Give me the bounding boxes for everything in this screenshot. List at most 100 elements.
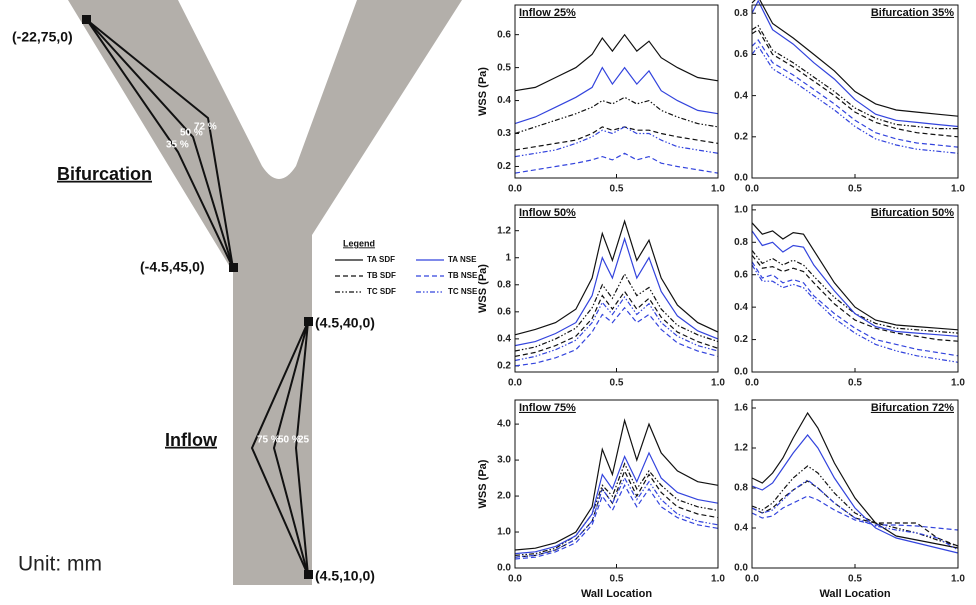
plot-frame bbox=[514, 204, 719, 373]
y-tick-label: 0.2 bbox=[734, 131, 748, 142]
series-line bbox=[751, 411, 959, 549]
point-label: (4.5,10,0) bbox=[315, 568, 375, 584]
x-tick-label: 0.5 bbox=[848, 378, 862, 389]
legend-label: TA NSE bbox=[448, 255, 477, 264]
bifurcation-lines bbox=[86, 19, 234, 269]
y-tick-label: 0.0 bbox=[497, 563, 511, 574]
series-line bbox=[751, 261, 959, 357]
series-line bbox=[751, 480, 959, 547]
chart-panel: 0.0 1.0 2.0 3.0 4.0 0.0 0.5 1.0 Inflow 75% WSS (P… bbox=[477, 399, 725, 600]
inflow-label: Inflow bbox=[165, 430, 218, 450]
x-tick-label: 0.5 bbox=[610, 184, 624, 195]
y-axis-label: WSS (Pa) bbox=[477, 459, 489, 508]
series-line bbox=[514, 96, 719, 135]
x-tick-label: 0.0 bbox=[508, 378, 522, 389]
x-tick-label: 0.0 bbox=[745, 574, 759, 585]
y-tick-label: 1.2 bbox=[734, 443, 748, 454]
legend-label: TB SDF bbox=[367, 271, 396, 280]
y-tick-label: 0.5 bbox=[497, 62, 511, 73]
y-tick-label: 1.6 bbox=[734, 403, 748, 414]
y-tick-label: 0.6 bbox=[734, 49, 748, 60]
point-label: (-4.5,45,0) bbox=[140, 259, 205, 275]
vessel-diagram: (-22,75,0) (-4.5,45,0) (4.5,40,0) (4.5,1… bbox=[12, 0, 462, 585]
series-line bbox=[751, 434, 959, 554]
series-line bbox=[751, 28, 959, 138]
x-tick-label: 1.0 bbox=[711, 184, 725, 195]
x-tick-label: 0.5 bbox=[610, 574, 624, 585]
y-tick-label: 0.4 bbox=[734, 90, 748, 101]
y-axis-label: WSS (Pa) bbox=[477, 264, 489, 313]
series-line bbox=[751, 0, 959, 117]
chart-title: Inflow 50% bbox=[519, 207, 576, 219]
x-tick-label: 0.0 bbox=[508, 184, 522, 195]
y-tick-label: 0.4 bbox=[734, 523, 748, 534]
y-tick-label: 0.0 bbox=[734, 367, 748, 378]
chart-title: Inflow 75% bbox=[519, 402, 576, 414]
percent-label: 35 % bbox=[166, 140, 189, 151]
x-tick-label: 0.5 bbox=[848, 184, 862, 195]
series-line bbox=[514, 126, 719, 151]
x-tick-label: 0.5 bbox=[610, 378, 624, 389]
series-line bbox=[751, 495, 959, 531]
series-line bbox=[751, 0, 959, 128]
series-line bbox=[751, 45, 959, 154]
y-tick-label: 0.6 bbox=[497, 29, 511, 40]
y-tick-label: 0.0 bbox=[734, 563, 748, 574]
y-tick-label: 0.0 bbox=[734, 173, 748, 184]
chart-title: Bifurcation 72% bbox=[871, 402, 954, 414]
chart-title: Bifurcation 35% bbox=[871, 7, 954, 19]
plot-frame bbox=[751, 204, 959, 373]
y-tick-label: 0.4 bbox=[734, 302, 748, 313]
series-line bbox=[751, 222, 959, 331]
x-tick-label: 0.5 bbox=[848, 574, 862, 585]
series-line bbox=[751, 250, 959, 334]
y-tick-label: 1.0 bbox=[734, 205, 748, 216]
y-axis-label: WSS (Pa) bbox=[477, 67, 489, 116]
y-tick-label: 1 bbox=[505, 252, 511, 263]
chart-title: Inflow 25% bbox=[519, 7, 576, 19]
series-line bbox=[751, 465, 959, 547]
chart-panel: 0.0 0.2 0.4 0.6 0.8 1.0 0.0 0.5 1.0 Bifurcation 5… bbox=[734, 204, 965, 389]
x-tick-label: 1.0 bbox=[711, 378, 725, 389]
series-line bbox=[751, 24, 958, 130]
plot-frame bbox=[514, 4, 719, 179]
x-tick-label: 1.0 bbox=[711, 574, 725, 585]
chart-panel: 0.2 0.3 0.4 0.5 0.6 0.0 0.5 1.0 Inflow 25% WSS (P… bbox=[477, 4, 725, 195]
inflow-lines bbox=[250, 321, 309, 576]
legend-label: TB NSE bbox=[448, 271, 478, 280]
y-tick-label: 1.0 bbox=[497, 527, 511, 538]
percent-label: 75 % bbox=[257, 435, 280, 446]
percent-label: 72 % bbox=[194, 122, 217, 133]
plot-frame bbox=[751, 399, 959, 569]
series-line bbox=[514, 476, 719, 558]
y-tick-label: 0.8 bbox=[734, 8, 748, 19]
x-axis-label: Wall Location bbox=[581, 588, 652, 600]
unit-label: Unit: mm bbox=[18, 553, 102, 576]
plot-frame bbox=[514, 399, 719, 569]
x-tick-label: 0.0 bbox=[745, 378, 759, 389]
y-tick-label: 0.6 bbox=[497, 306, 511, 317]
series-line bbox=[514, 33, 719, 92]
y-tick-label: 3.0 bbox=[497, 455, 511, 466]
series-line bbox=[514, 295, 719, 362]
y-tick-label: 4.0 bbox=[497, 419, 511, 430]
series-line bbox=[751, 264, 959, 363]
percent-label: 50 % bbox=[180, 128, 203, 139]
series-line bbox=[514, 462, 719, 556]
y-tick-label: 0.6 bbox=[734, 269, 748, 280]
y-tick-label: 0.2 bbox=[734, 334, 748, 345]
chart-panel: 0.2 0.4 0.6 0.8 1 1.2 0.0 0.5 1.0 Inflow 50% WSS (… bbox=[477, 204, 725, 389]
percent-label: 50 % bbox=[278, 435, 301, 446]
point-markers bbox=[82, 15, 313, 579]
y-tick-label: 0.4 bbox=[497, 95, 511, 106]
y-tick-label: 0.8 bbox=[734, 483, 748, 494]
legend-title: Legend bbox=[343, 238, 375, 248]
y-tick-label: 0.8 bbox=[734, 237, 748, 248]
legend: Legend TA SDF TB SDF TC SDF TA NSE TB NSE TC … bbox=[335, 238, 478, 296]
series-line bbox=[751, 39, 959, 148]
legend-label: TC NSE bbox=[448, 287, 478, 296]
series-line bbox=[514, 219, 719, 336]
x-axis-label: Wall Location bbox=[819, 588, 890, 600]
y-tick-label: 0.4 bbox=[497, 334, 511, 345]
